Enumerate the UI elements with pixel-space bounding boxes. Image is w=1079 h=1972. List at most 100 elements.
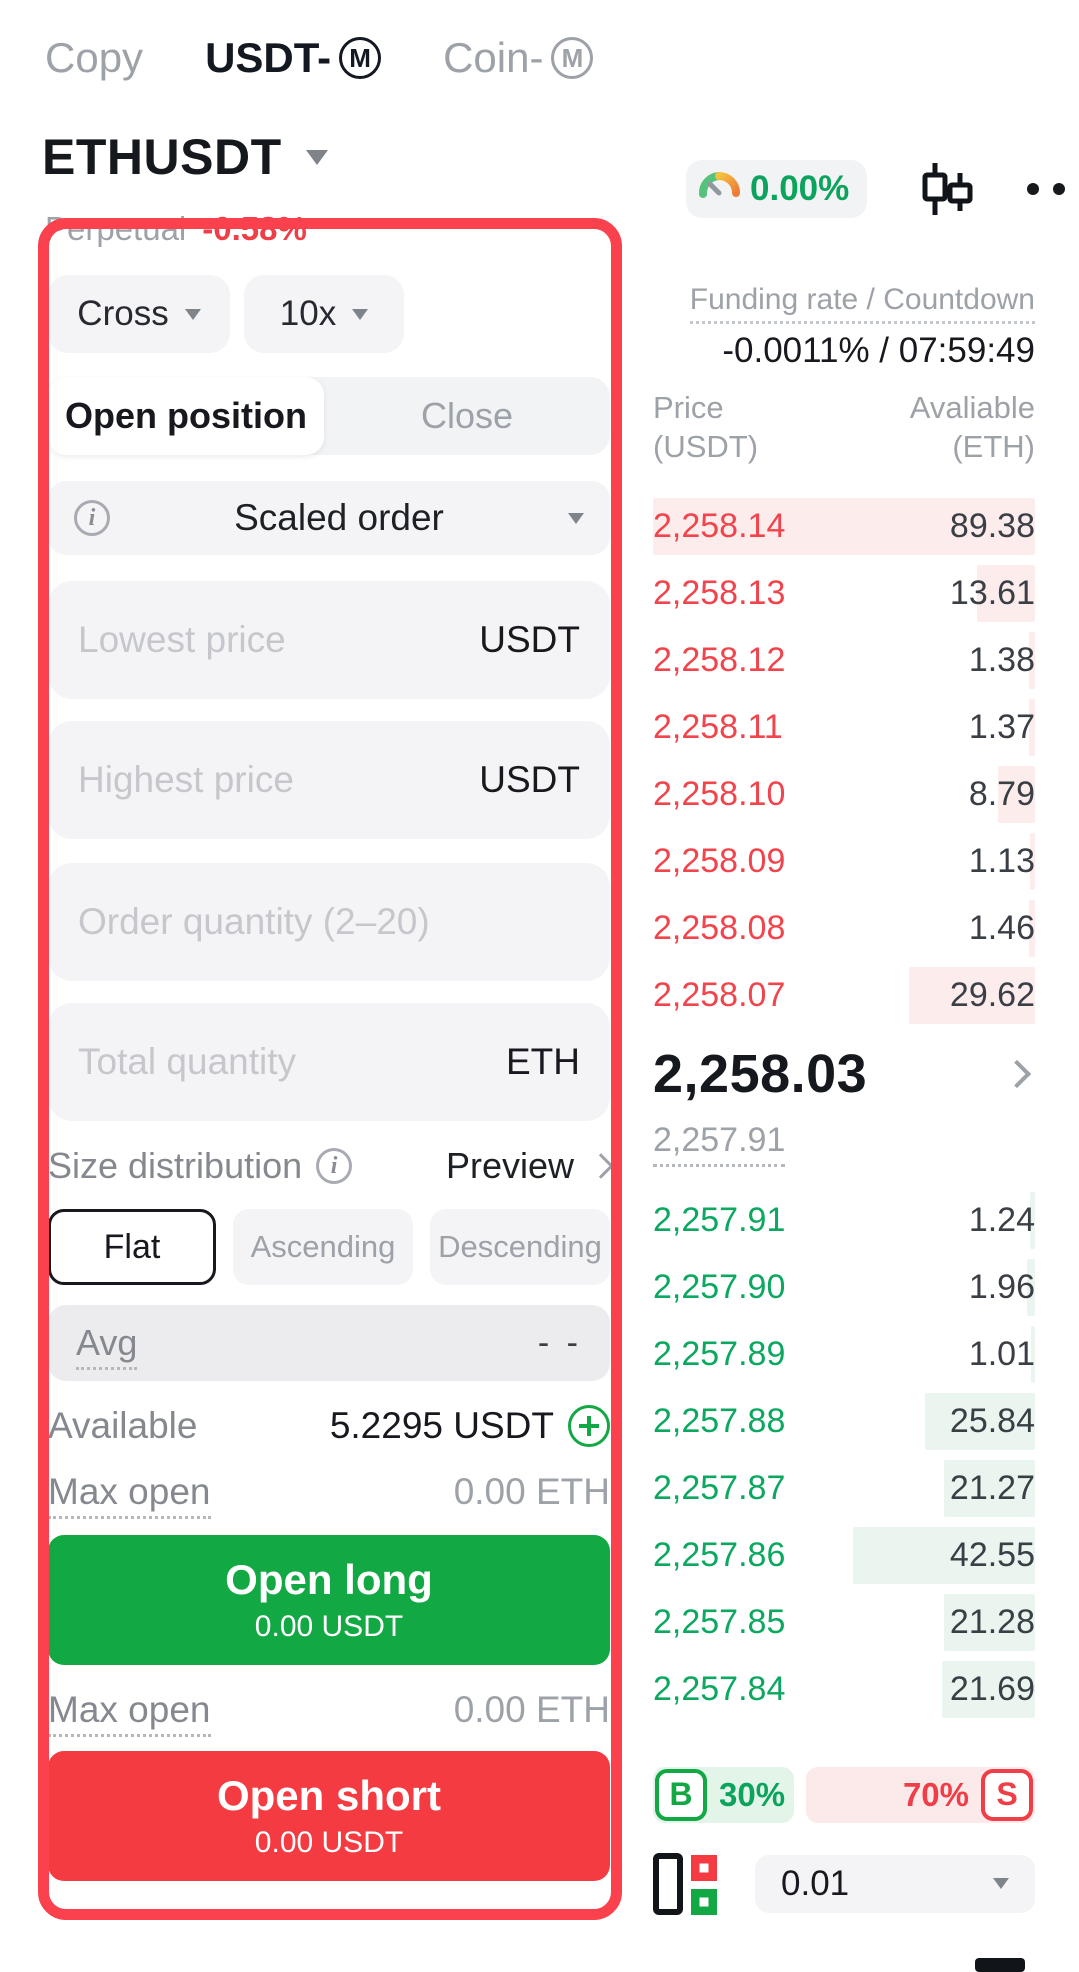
funding-rate-label[interactable]: Funding rate / Countdown [653,283,1035,324]
ask-row[interactable]: 2,258.11 1.37 [653,694,1035,761]
distribution-ascending-button[interactable]: Ascending [233,1209,413,1285]
chevron-down-icon [568,512,584,524]
m-circle-icon: M [339,37,382,79]
tab-copy[interactable]: Copy [45,34,143,82]
bid-price: 2,257.88 [653,1401,786,1440]
open-long-button[interactable]: Open long 0.00 USDT [48,1535,610,1665]
bid-row[interactable]: 2,257.85 21.28 [653,1589,1035,1656]
ask-row[interactable]: 2,258.12 1.38 [653,627,1035,694]
order-type-select[interactable]: i Scaled order [48,481,610,555]
mark-price: 2,257.91 [653,1121,786,1167]
bid-amount: 25.84 [949,1401,1035,1440]
ticker-change-value: 0.00% [750,169,850,208]
bid-row[interactable]: 2,257.87 21.27 [653,1455,1035,1522]
bid-row[interactable]: 2,257.88 25.84 [653,1388,1035,1455]
ask-row[interactable]: 2,258.09 1.13 [653,828,1035,895]
symbol-name: ETHUSDT [42,129,282,185]
leverage-select[interactable]: 10x [244,275,404,353]
ask-depth-bar [997,765,1035,823]
ask-row[interactable]: 2,258.14 89.38 [653,493,1035,560]
distribution-options: Flat Ascending Descending [48,1209,610,1285]
distribution-descending-button[interactable]: Descending [430,1209,610,1285]
tab-close[interactable]: Close [420,395,514,436]
header-actions: 0.00% [686,160,1079,218]
ask-amount: 1.37 [968,707,1035,746]
contract-type: Perpetual [45,210,187,247]
preview-link[interactable]: Preview [446,1145,614,1187]
ask-depth-bar [1028,899,1035,957]
buy-ratio: 30% [719,1775,786,1813]
bid-amount: 21.27 [949,1468,1035,1507]
ask-row[interactable]: 2,258.13 13.61 [653,560,1035,627]
order-quantity-field[interactable]: Order quantity (2–20) [48,863,610,981]
chevron-down-icon [184,308,201,320]
tab-usdt-m-label: USDT- [205,34,332,81]
bid-price: 2,257.90 [653,1267,786,1306]
bid-depth-bar [1026,1258,1035,1316]
bid-row[interactable]: 2,257.90 1.96 [653,1254,1035,1321]
ticker-change-pill[interactable]: 0.00% [686,160,868,218]
buy-badge: B [655,1768,707,1821]
deposit-plus-button[interactable] [568,1405,610,1447]
m-circle-icon: M [551,37,594,79]
position-tabs: Open position Close [48,377,610,455]
ask-amount: 29.62 [949,975,1035,1014]
bid-amount: 21.28 [949,1602,1035,1641]
ask-depth-bar [976,564,1035,622]
bid-price: 2,257.87 [653,1468,786,1507]
info-icon[interactable]: i [74,500,110,536]
open-short-button[interactable]: Open short 0.00 USDT [48,1751,610,1881]
bid-row[interactable]: 2,257.91 1.24 [653,1187,1035,1254]
tab-open-position[interactable]: Open position [48,377,324,455]
symbol-selector[interactable]: ETHUSDT [42,128,328,186]
price-column-unit: (USDT) [653,428,759,464]
tick-size-select[interactable]: 0.01 [755,1854,1035,1913]
tab-coin-m[interactable]: Coin- M [443,34,594,82]
open-long-label: Open long [225,1556,433,1603]
last-price-block[interactable]: 2,258.03 2,257.91 [653,1043,1035,1167]
open-long-amount: 0.00 USDT [254,1610,404,1643]
order-quantity-placeholder: Order quantity (2–20) [78,901,430,942]
ask-price: 2,258.10 [653,774,786,813]
ask-amount: 89.38 [949,506,1035,545]
bid-depth-bar [1029,1191,1035,1249]
available-value: 5.2295 USDT [329,1405,554,1446]
ask-amount: 1.13 [968,841,1035,880]
order-entry-panel: Cross 10x Open position Close i Scaled o… [48,275,614,1881]
max-open-short-label: Max open [48,1689,211,1737]
distribution-flat-button[interactable]: Flat [48,1209,216,1285]
ask-row[interactable]: 2,258.10 8.79 [653,761,1035,828]
ask-price: 2,258.08 [653,908,786,947]
partial-bottom-element [975,1958,1025,1972]
orderbook-layout-button[interactable] [653,1851,719,1917]
available-label: Available [48,1405,198,1446]
bid-row[interactable]: 2,257.89 1.01 [653,1321,1035,1388]
price-column-label: Price [653,390,724,425]
funding-rate-value: -0.0011% / 07:59:49 [722,331,1035,370]
ask-row[interactable]: 2,258.08 1.46 [653,895,1035,962]
bid-amount: 1.96 [968,1267,1035,1306]
ask-amount: 8.79 [968,774,1035,813]
chart-candlestick-button[interactable] [919,161,975,217]
highest-price-placeholder: Highest price [78,759,294,800]
more-options-button[interactable] [1027,183,1079,195]
orderbook-header: Price (USDT) Avaliable (ETH) [653,389,1035,467]
bid-depth-bar [942,1660,1035,1718]
size-distribution-label: Size distribution i [48,1145,446,1187]
chevron-down-icon [305,149,328,165]
avg-value: - - [537,1323,582,1362]
tab-usdt-m[interactable]: USDT- M [205,34,382,82]
bid-depth-bar [924,1392,1035,1450]
info-icon[interactable]: i [316,1148,353,1184]
total-quantity-field[interactable]: Total quantity ETH [48,1003,610,1121]
ask-row[interactable]: 2,258.07 29.62 [653,962,1035,1029]
bid-row[interactable]: 2,257.86 42.55 [653,1522,1035,1589]
lowest-price-field[interactable]: Lowest price USDT [48,581,610,699]
avg-field[interactable]: Avg - - [48,1305,610,1381]
margin-mode-select[interactable]: Cross [48,275,230,353]
bid-row[interactable]: 2,257.84 21.69 [653,1656,1035,1723]
open-short-label: Open short [216,1772,441,1819]
highest-price-field[interactable]: Highest price USDT [48,721,610,839]
chevron-right-icon [588,1153,614,1179]
ask-price: 2,258.07 [653,975,786,1014]
